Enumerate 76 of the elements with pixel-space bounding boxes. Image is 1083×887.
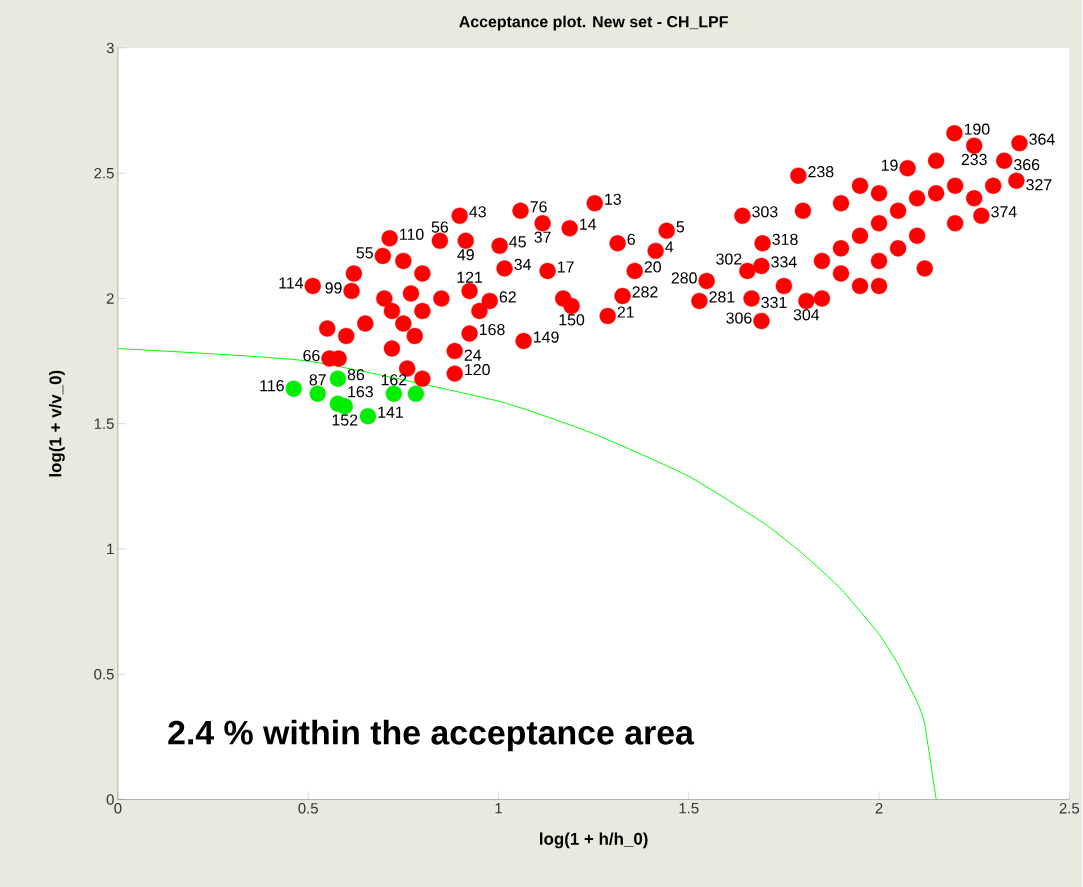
y-tick-label: 3 (106, 42, 114, 54)
annotation: 13 (605, 193, 621, 205)
annotation: 121 (457, 271, 483, 283)
annotation: 49 (457, 248, 474, 261)
annotation: 280 (671, 272, 697, 284)
annotation: 62 (499, 291, 516, 303)
annotation: 282 (632, 286, 658, 298)
annotation: 327 (1026, 178, 1052, 191)
annotation: 233 (961, 153, 987, 165)
y-tick-label: 1 (107, 543, 114, 554)
x-tick-label: 0 (114, 802, 122, 814)
x-tick-label: 1.5 (679, 802, 699, 814)
point (309, 385, 326, 402)
annotation: 19 (881, 159, 898, 171)
annotation: 149 (534, 331, 559, 343)
annotation: 21 (617, 306, 634, 318)
annotation: 55 (356, 247, 373, 259)
y-tick-label: 2 (106, 293, 114, 304)
chart-title: Acceptance plot. New set - CH_LPF (459, 15, 728, 31)
x-tick-label: 0.5 (298, 802, 318, 814)
point (385, 385, 403, 402)
annotation: 6 (627, 233, 635, 245)
annotation: 302 (716, 253, 742, 265)
x-tick-label: 1 (495, 802, 502, 814)
annotation: 37 (534, 231, 551, 243)
annotation: 303 (752, 205, 778, 218)
y-tick-label: 0.5 (94, 668, 114, 680)
annotation: 366 (1014, 158, 1040, 171)
annotation: 318 (772, 233, 798, 245)
x-tick-label: 2.5 (1059, 802, 1080, 814)
line-series (117, 347, 937, 800)
annotation: 304 (793, 308, 820, 321)
annotation: 114 (279, 277, 304, 289)
annotation: 20 (644, 261, 661, 273)
annotation: 76 (530, 200, 547, 213)
annotation: 34 (514, 258, 532, 270)
y-axis-title: log(1 + v/v_0) (48, 370, 65, 477)
annotation: 2.4 % within the acceptance area (168, 719, 695, 752)
y-tick-label: 2.5 (94, 167, 114, 179)
annotation: 17 (557, 261, 574, 273)
annotation: 45 (509, 236, 526, 248)
annotation: 306 (726, 312, 752, 324)
y-tick-label: 0 (106, 793, 114, 805)
point (407, 385, 425, 402)
annotation: 66 (303, 349, 320, 362)
annotation: 24 (464, 349, 482, 361)
annotation: 141 (378, 406, 403, 418)
y-tick-label: 1.5 (94, 418, 114, 429)
annotation: 364 (1029, 133, 1055, 145)
annotation: 116 (260, 379, 284, 392)
annotation: 87 (309, 373, 326, 386)
annotation: 5 (676, 221, 685, 233)
annotation: 4 (665, 241, 674, 253)
annotation: 110 (400, 228, 424, 240)
annotation: 150 (559, 313, 585, 326)
point (336, 397, 353, 415)
annotation: 120 (465, 363, 490, 376)
annotation: 163 (348, 385, 373, 398)
point (285, 380, 302, 397)
annotation: 334 (771, 256, 797, 268)
annotation: 190 (964, 123, 990, 135)
annotation: 152 (332, 414, 358, 426)
annotation: 99 (325, 282, 342, 294)
annotation: 374 (991, 205, 1017, 218)
annotation: 238 (808, 165, 834, 178)
point (359, 407, 377, 425)
annotation: 331 (761, 296, 787, 308)
annotation: 56 (431, 221, 449, 233)
annotation: 281 (709, 291, 735, 303)
x-axis-title: log(1 + h/h_0) (540, 832, 648, 849)
annotation: 86 (347, 368, 365, 381)
point (329, 370, 347, 387)
annotation: 14 (580, 218, 597, 230)
annotation: 43 (469, 205, 486, 218)
annotation: 168 (479, 323, 505, 335)
x-tick-label: 2 (875, 802, 883, 814)
